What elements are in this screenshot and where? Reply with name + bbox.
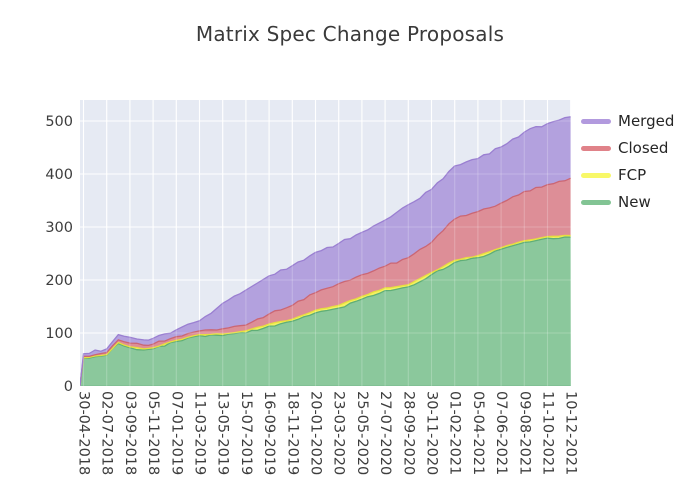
x-tick-label: 07-06-2021 [493,391,509,475]
closed-swatch-icon [581,146,611,151]
x-tick-label: 27-07-2020 [377,391,393,475]
x-tick-label: 03-09-2018 [122,391,138,475]
legend-item-fcp: FCP [581,162,674,189]
area-new [80,237,571,386]
x-tick-label: 30-04-2018 [76,391,92,475]
legend-item-closed: Closed [581,135,674,162]
x-tick-label: 02-07-2018 [99,391,115,475]
y-tick-label: 100 [45,326,73,342]
x-tick-label: 15-07-2019 [238,391,254,475]
edge-closed [80,177,571,386]
x-tick-label: 11-03-2019 [192,391,208,475]
x-tick-label: 09-08-2021 [516,391,532,475]
merged-swatch-icon [581,119,611,124]
legend-item-merged: Merged [581,108,674,135]
legend-label-closed: Closed [618,139,669,157]
gridlines-overlay [80,100,571,386]
x-tick-label: 13-05-2019 [215,391,231,475]
y-tick-label: 400 [45,167,73,183]
x-tick-label: 25-05-2020 [354,391,370,475]
x-tick-label: 10-12-2021 [563,391,579,475]
y-axis-ticks: 0 100 200 300 400 500 [45,114,73,395]
x-tick-label: 05-11-2018 [145,391,161,475]
chart-title: Matrix Spec Change Proposals [195,22,505,46]
x-tick-label: 07-01-2019 [168,391,184,475]
x-tick-label: 05-04-2021 [470,391,486,475]
legend-label-merged: Merged [618,112,675,130]
x-tick-label: 23-03-2020 [331,391,347,475]
edge-fcp [80,234,571,386]
stacked-areas [80,116,571,386]
fcp-swatch-icon [581,173,611,178]
y-tick-label: 0 [64,379,73,395]
legend: Merged Closed FCP New [581,108,674,216]
new-swatch-icon [581,200,611,205]
edge-merged [80,116,571,386]
x-tick-label: 01-02-2021 [447,391,463,475]
legend-label-fcp: FCP [618,166,647,184]
legend-item-new: New [581,189,674,216]
x-axis-ticks: 30-04-2018 02-07-2018 03-09-2018 05-11-2018… [76,391,579,475]
x-tick-label: 30-11-2020 [424,391,440,475]
y-tick-label: 500 [45,114,73,130]
y-tick-label: 300 [45,220,73,236]
legend-label-new: New [618,193,651,211]
x-tick-label: 11-10-2021 [540,391,556,475]
x-tick-label: 28-09-2020 [400,391,416,475]
x-tick-label: 18-11-2019 [284,391,300,475]
x-tick-label: 16-09-2019 [261,391,277,475]
x-tick-label: 20-01-2020 [308,391,324,475]
y-tick-label: 200 [45,273,73,289]
